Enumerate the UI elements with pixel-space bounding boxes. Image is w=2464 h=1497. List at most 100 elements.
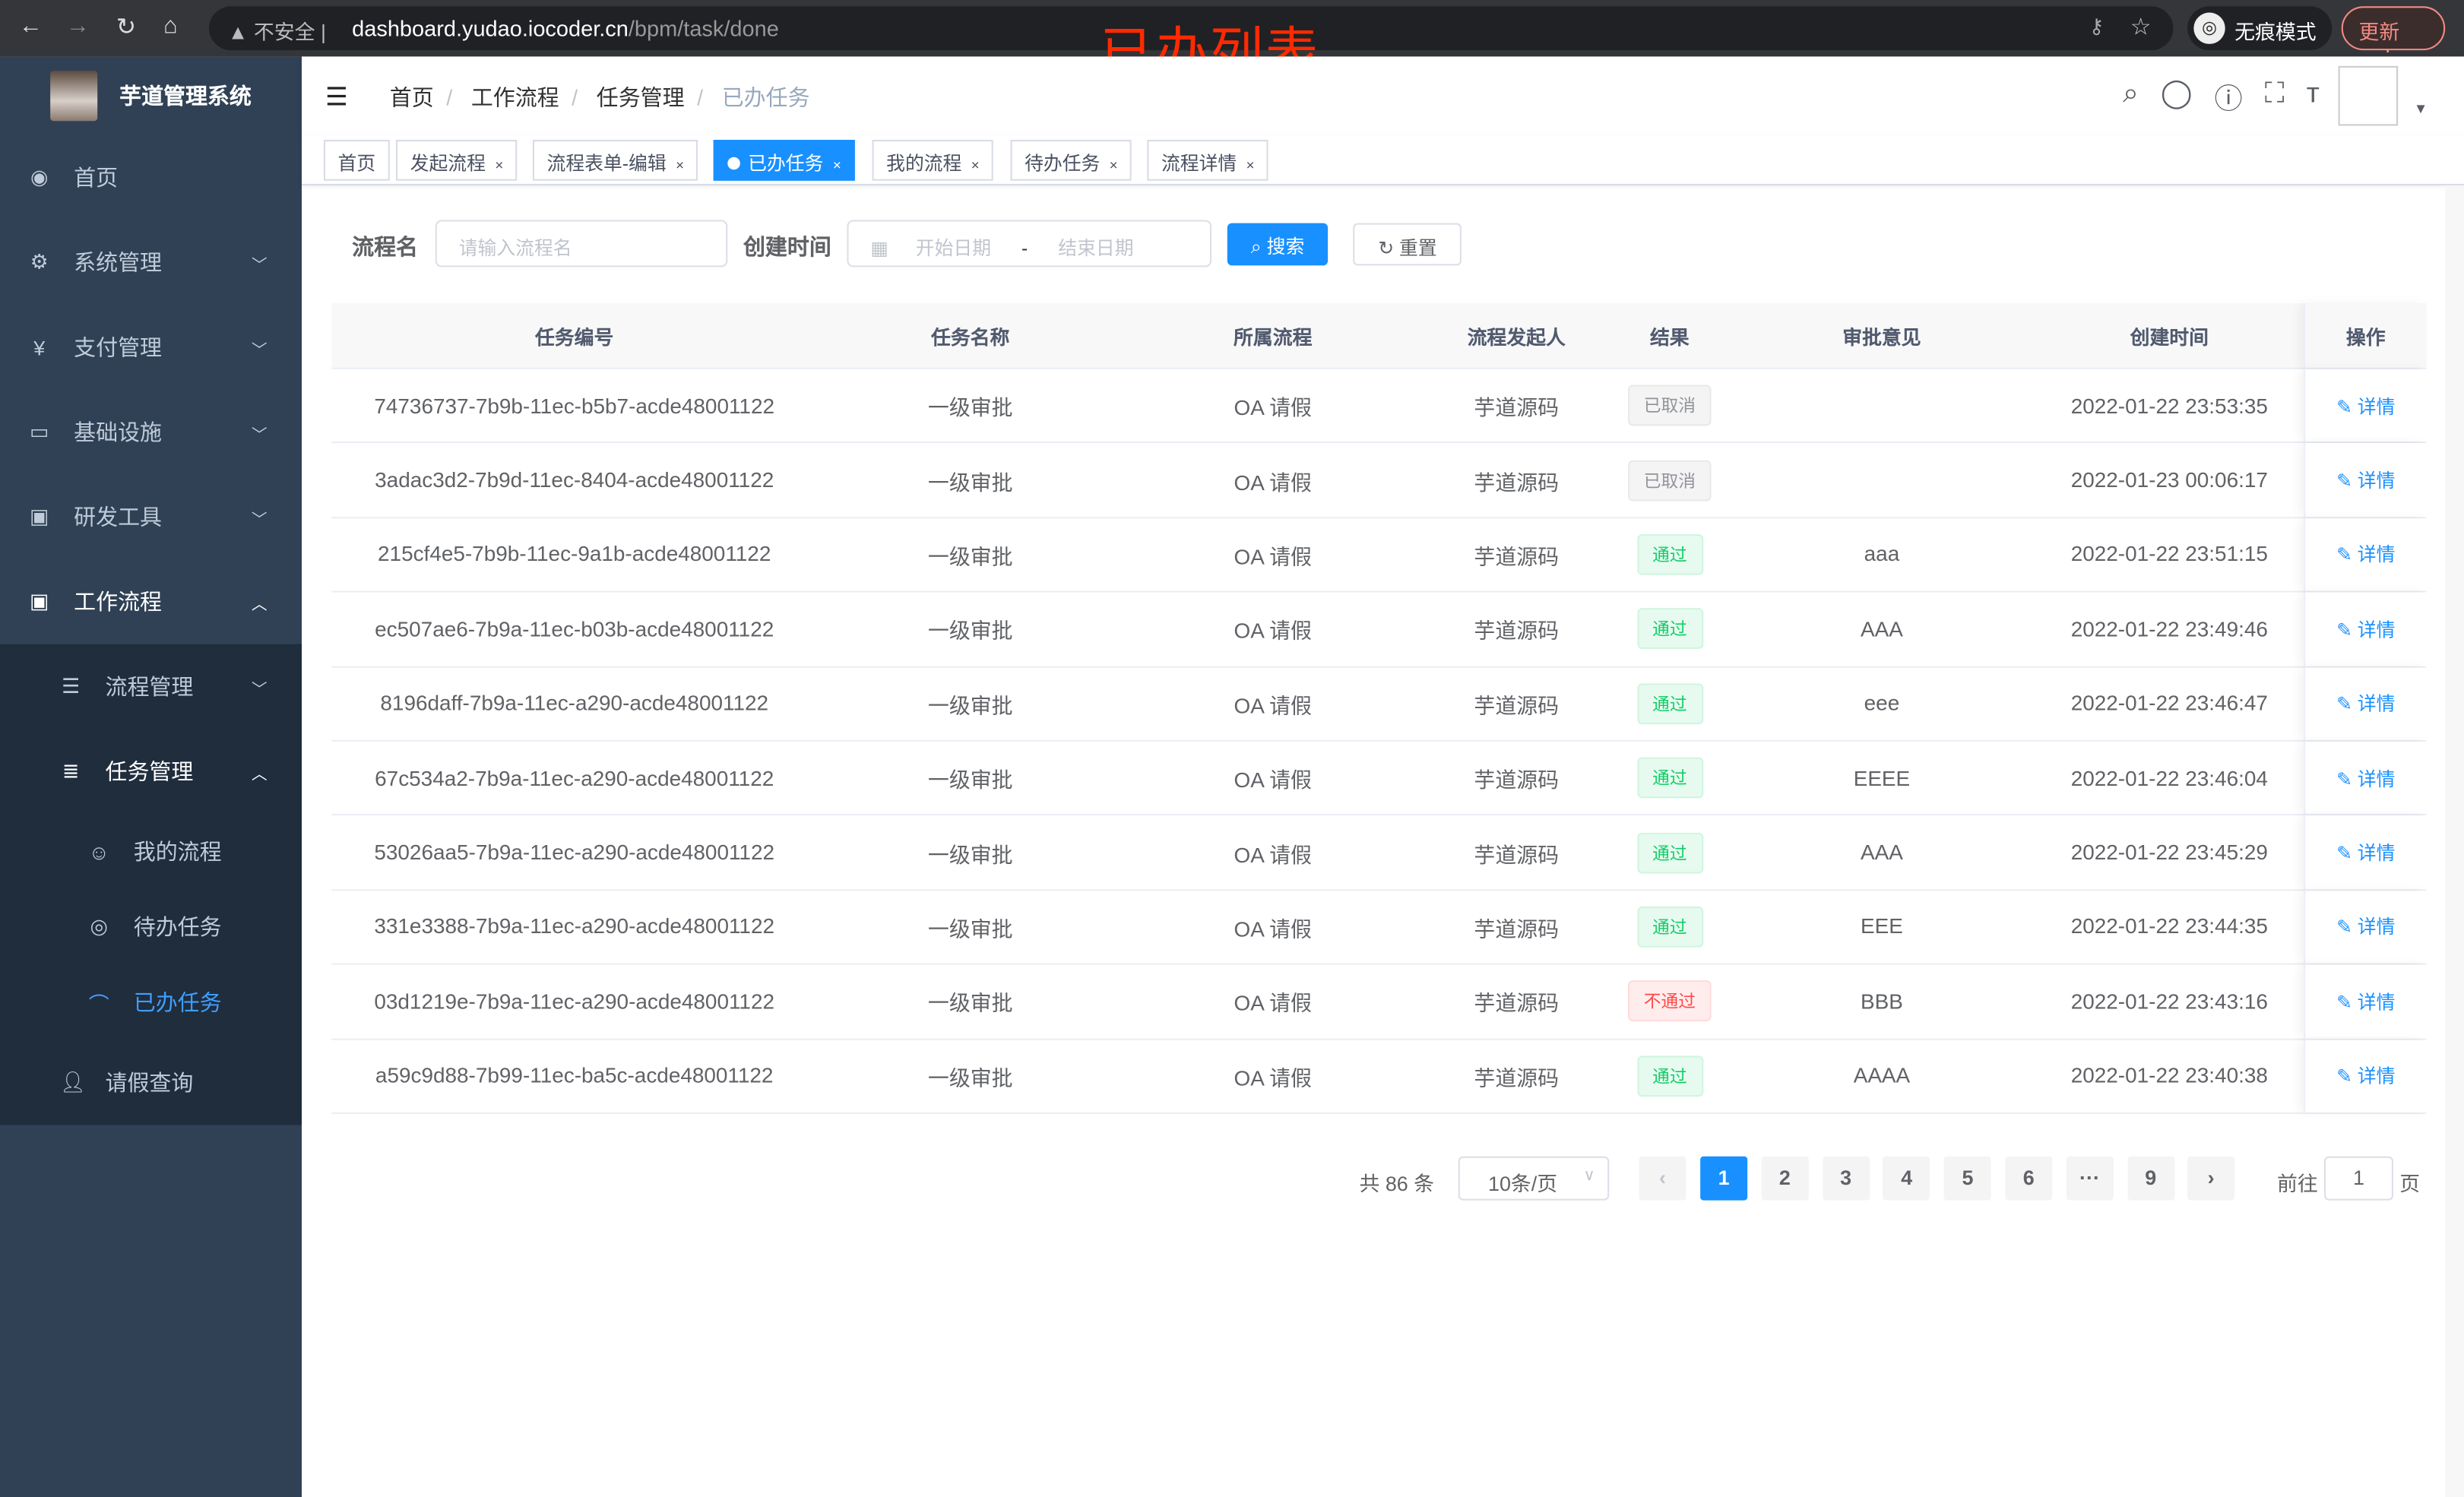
star-icon[interactable]: ☆ — [2130, 14, 2152, 41]
fullscreen-icon[interactable]: ⛶ — [2264, 77, 2285, 109]
initiator-cell: 芋道源码 — [1474, 992, 1560, 1016]
page-button[interactable]: 3 — [1822, 1156, 1870, 1201]
address-bar[interactable]: ▲ 不安全 | dashboard.yudao.iocoder.cn/bpm/t… — [208, 6, 2174, 51]
close-icon[interactable]: × — [495, 157, 504, 173]
page-button[interactable]: 6 — [2005, 1156, 2053, 1201]
comment-cell: AAA — [1861, 840, 1903, 865]
column-header: 任务名称 — [931, 327, 1010, 350]
chevron-down-icon: ﹀ — [251, 426, 268, 445]
detail-button[interactable]: ✎ 详情 — [2336, 392, 2395, 419]
initiator-cell: 芋道源码 — [1474, 619, 1560, 644]
font-size-icon[interactable]: т — [2306, 77, 2320, 109]
process-name-input[interactable]: 请输入流程名 — [435, 220, 728, 267]
detail-button[interactable]: ✎ 详情 — [2336, 839, 2395, 866]
breadcrumb-item[interactable]: 任务管理 — [596, 84, 685, 110]
close-icon[interactable]: × — [1109, 157, 1118, 173]
forward-icon[interactable]: → — [65, 12, 90, 40]
sidebar-item-home[interactable]: ◉ 首页 — [0, 135, 302, 220]
detail-button[interactable]: ✎ 详情 — [2336, 1062, 2395, 1089]
detail-button[interactable]: ✎ 详情 — [2336, 764, 2395, 791]
create-time-cell: 2022-01-22 23:49:46 — [2070, 617, 2268, 641]
question-icon[interactable]: ⓘ — [2214, 83, 2243, 115]
detail-button[interactable]: ✎ 详情 — [2336, 541, 2395, 568]
detail-button[interactable]: ✎ 详情 — [2336, 616, 2395, 642]
sidebar-item-process-manage[interactable]: ☰ 流程管理 ﹀ — [0, 644, 302, 730]
reset-button[interactable]: ↻ 重置 — [1353, 223, 1462, 266]
update-button[interactable]: 更新 ⋮ — [2341, 6, 2446, 69]
back-icon[interactable]: ← — [18, 12, 43, 40]
goto-page-input[interactable]: 1 — [2323, 1156, 2393, 1201]
more-pages-button[interactable]: ··· — [2066, 1156, 2114, 1201]
tag-home[interactable]: 首页 — [323, 140, 390, 181]
security-warning[interactable]: ▲ 不安全 | — [227, 20, 327, 44]
next-page-button[interactable]: › — [2187, 1156, 2235, 1201]
sidebar-item-workflow[interactable]: ▣ 工作流程 ︿ — [0, 559, 302, 644]
scrollbar[interactable] — [2445, 185, 2464, 1497]
tag-done-task[interactable]: 已办任务 × — [713, 140, 856, 181]
sidebar-item-leave[interactable]: 👤︎ 请假查询 — [0, 1040, 302, 1125]
tag-todo-task[interactable]: 待办任务 × — [1010, 140, 1132, 181]
goto-suffix: 页 — [2399, 1172, 2421, 1196]
hamburger-icon[interactable]: ☰ — [325, 84, 348, 112]
detail-label: 详情 — [2357, 767, 2396, 790]
sidebar-item-my-process[interactable]: ☺ 我的流程 — [0, 814, 302, 889]
page-button[interactable]: 1 — [1700, 1156, 1748, 1201]
prev-page-button[interactable]: ‹ — [1639, 1156, 1686, 1201]
tag-process-detail[interactable]: 流程详情 × — [1147, 140, 1269, 181]
page-button[interactable]: 9 — [2127, 1156, 2174, 1201]
breadcrumb-item[interactable]: 工作流程 — [470, 84, 559, 110]
result-badge: 已取消 — [1628, 459, 1712, 501]
tree-table-icon: ☰ — [61, 674, 81, 698]
logo-image — [50, 71, 98, 122]
sidebar-item-label: 系统管理 — [74, 249, 162, 275]
detail-button[interactable]: ✎ 详情 — [2336, 988, 2395, 1014]
caret-down-icon[interactable]: ▼ — [2413, 100, 2428, 117]
sidebar-item-system[interactable]: ⚙ 系统管理 ﹀ — [0, 220, 302, 305]
close-icon[interactable]: × — [832, 157, 841, 173]
sidebar-item-task-manage[interactable]: ≣ 任务管理 ︿ — [0, 729, 302, 814]
search-icon[interactable]: ⌕ — [2123, 77, 2139, 109]
breadcrumb-item[interactable]: 首页 — [389, 84, 434, 110]
page-size-select[interactable]: 10条/页 ∨ — [1458, 1156, 1610, 1201]
sidebar-item-todo[interactable]: ◎ 待办任务 — [0, 889, 302, 964]
range-separator: - — [1021, 237, 1028, 260]
detail-button[interactable]: ✎ 详情 — [2336, 690, 2395, 717]
detail-button[interactable]: ✎ 详情 — [2336, 467, 2395, 493]
navbar: ☰ 首页 / 工作流程 / 任务管理 / 已办任务 ⌕ ◯ ⓘ ⛶ т ▼ — [301, 56, 2464, 135]
tag-my-process[interactable]: 我的流程 × — [872, 140, 994, 181]
page-button[interactable]: 5 — [1944, 1156, 1992, 1201]
search-button[interactable]: ⌕ 搜索 — [1227, 223, 1329, 266]
process-name-cell: OA 请假 — [1234, 545, 1312, 569]
sidebar-logo[interactable]: 芋道管理系统 — [0, 56, 302, 135]
incognito-badge[interactable]: ◎ 无痕模式 — [2187, 6, 2333, 51]
page-button[interactable]: 4 — [1883, 1156, 1930, 1201]
result-cell: 通过 — [1610, 667, 1728, 740]
date-range-picker[interactable]: ▦ 开始日期 - 结束日期 — [847, 220, 1212, 267]
sidebar-item-done[interactable]: ⌒ 已办任务 — [0, 965, 302, 1040]
detail-button[interactable]: ✎ 详情 — [2336, 913, 2395, 940]
home-icon[interactable]: ⌂ — [163, 12, 178, 40]
tag-form-edit[interactable]: 流程表单-编辑 × — [532, 140, 698, 181]
close-icon[interactable]: × — [676, 157, 684, 173]
edit-icon: ✎ — [2336, 1065, 2352, 1088]
tag-start-process[interactable]: 发起流程 × — [396, 140, 518, 181]
sidebar-item-tool[interactable]: ▣ 研发工具 ﹀ — [0, 474, 302, 559]
chevron-down-icon: ﹀ — [251, 341, 268, 359]
edit-icon: ✎ — [2336, 842, 2352, 865]
create-time-label: 创建时间 — [743, 234, 831, 260]
github-icon[interactable]: ◯ — [2160, 77, 2193, 109]
reload-icon[interactable]: ↻ — [116, 14, 137, 41]
url-path: /bpm/task/done — [628, 15, 779, 41]
table-row: 53026aa5-7b9a-11ec-a290-acde48001122 一级审批… — [331, 815, 2427, 891]
sidebar-item-infra[interactable]: ▭ 基础设施 ﹀ — [0, 390, 302, 475]
close-icon[interactable]: × — [971, 157, 980, 173]
page-button[interactable]: 2 — [1761, 1156, 1809, 1201]
key-icon[interactable]: ⚷ — [2089, 14, 2105, 38]
close-icon[interactable]: × — [1246, 157, 1255, 173]
dashboard-icon: ◉ — [30, 165, 49, 189]
sidebar-item-pay[interactable]: ¥ 支付管理 ﹀ — [0, 305, 302, 390]
avatar[interactable] — [2338, 65, 2399, 126]
url-host: dashboard.yudao.iocoder.cn — [352, 15, 629, 41]
goto-label: 前往 — [2276, 1172, 2318, 1196]
actions-cell: ✎ 详情 — [2304, 517, 2427, 591]
